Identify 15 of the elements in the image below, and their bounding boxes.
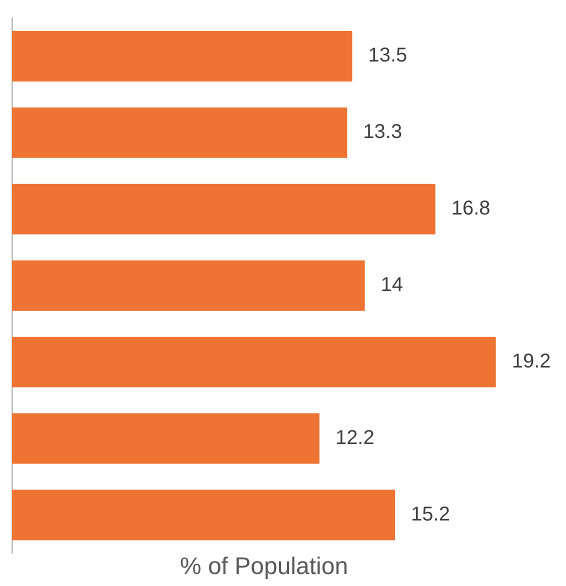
data-label: 16.8 bbox=[451, 198, 490, 220]
data-label: 15.2 bbox=[411, 503, 450, 526]
bar bbox=[12, 413, 320, 464]
data-label: 19.2 bbox=[512, 350, 551, 373]
bar bbox=[12, 107, 348, 158]
bar bbox=[12, 31, 352, 82]
bar bbox=[12, 260, 365, 311]
bar bbox=[12, 184, 436, 234]
data-label: 13.5 bbox=[368, 44, 408, 67]
data-label: 14 bbox=[380, 274, 404, 296]
bar bbox=[12, 490, 396, 540]
data-label: 12.2 bbox=[335, 427, 374, 450]
data-label: 13.3 bbox=[363, 121, 402, 144]
x-axis-title: % of Population bbox=[180, 553, 348, 580]
bar bbox=[12, 336, 496, 388]
